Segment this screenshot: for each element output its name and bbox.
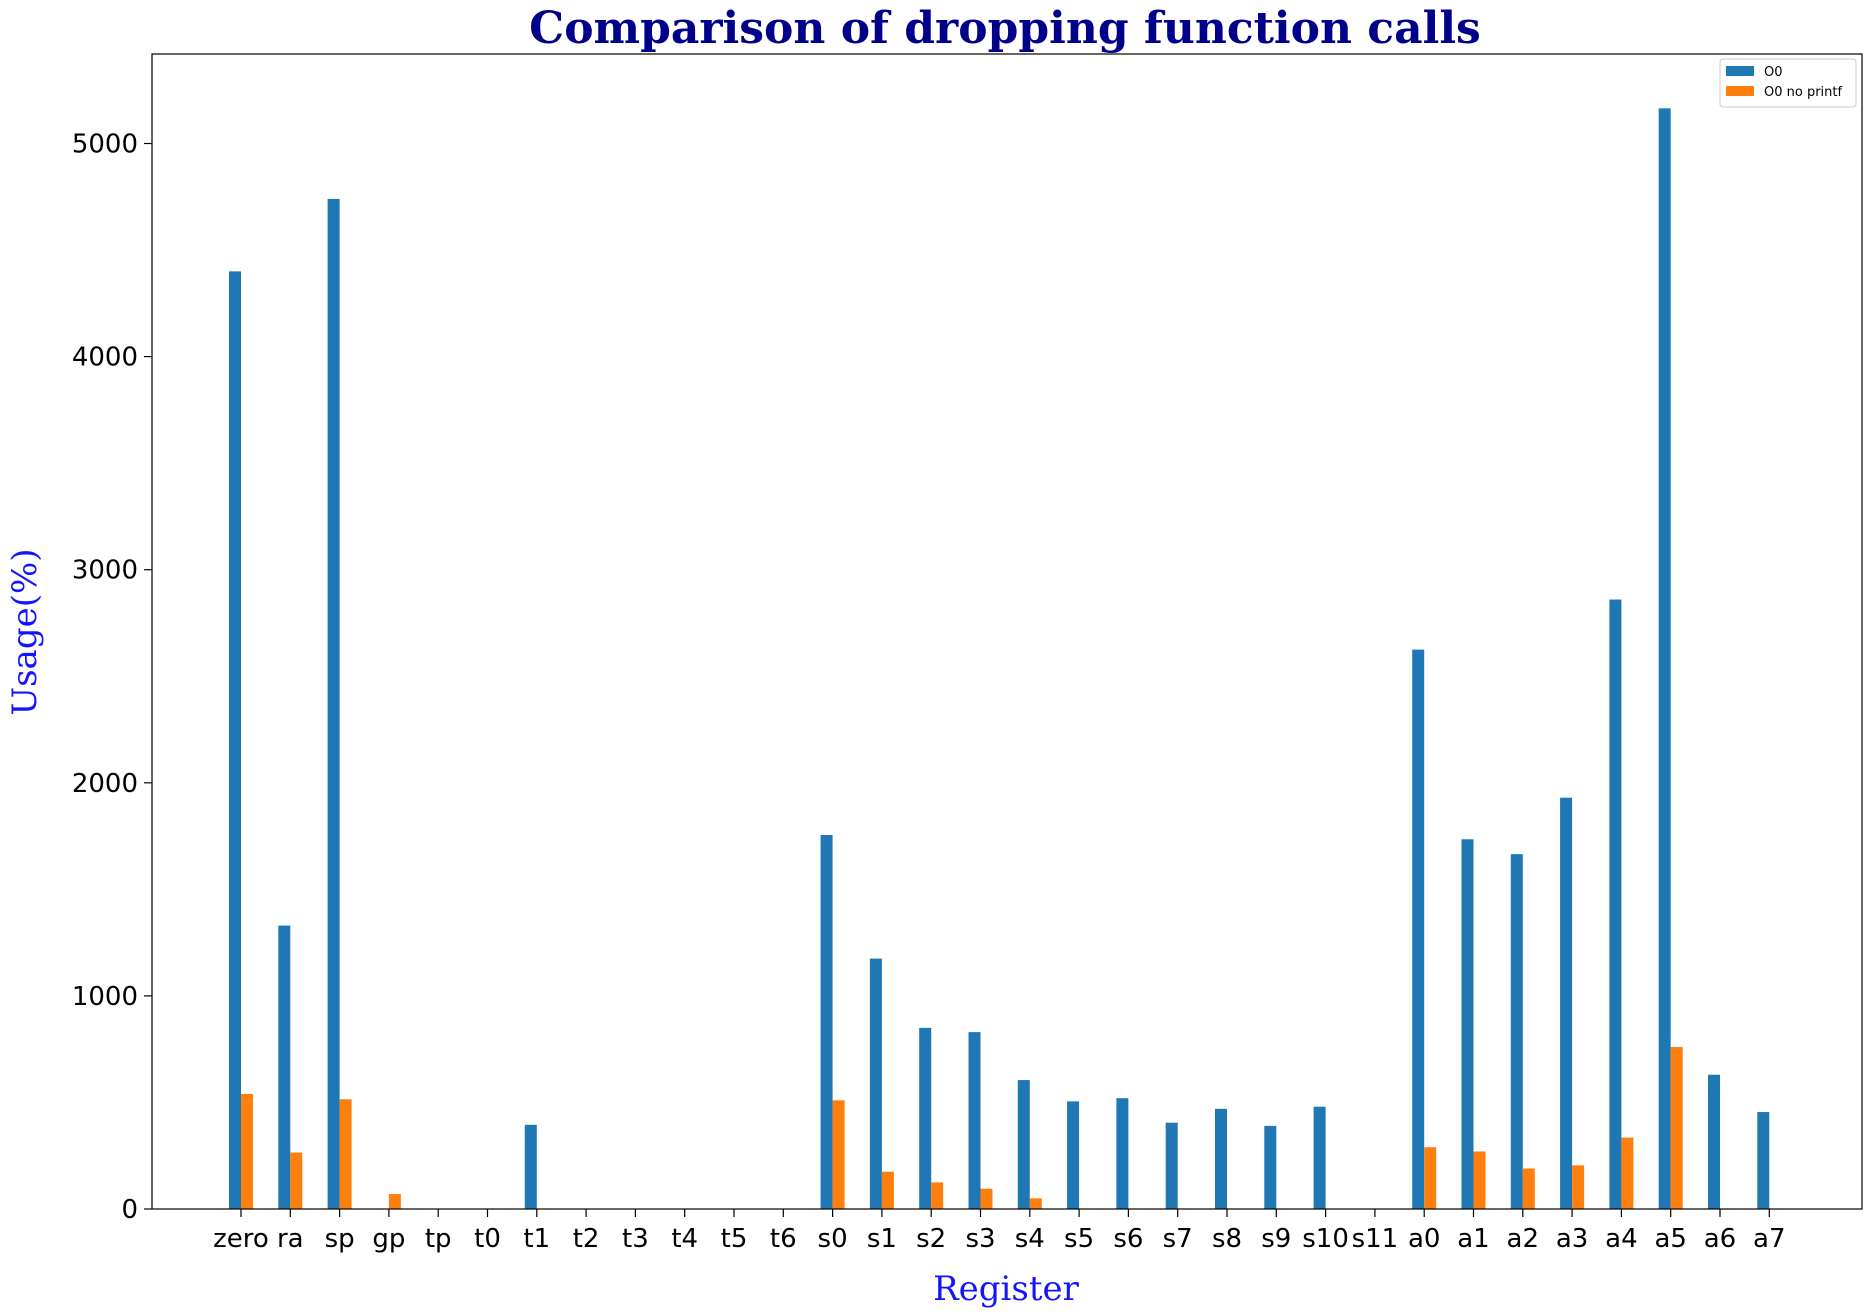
x-tick-label: a0	[1408, 1224, 1440, 1254]
x-tick-label: t3	[622, 1224, 649, 1254]
x-tick-label: t6	[770, 1224, 797, 1254]
bar-o0-s0	[820, 835, 833, 1209]
bar-o0-no-printf-a1	[1473, 1151, 1486, 1209]
bar-o0-a7	[1757, 1112, 1770, 1209]
x-tick-label: a3	[1556, 1224, 1588, 1254]
bar-o0-no-printf-a0	[1424, 1147, 1437, 1209]
legend-label-o0: O0	[1764, 65, 1783, 80]
y-tick-label: 4000	[72, 343, 138, 373]
x-tick-label: s6	[1113, 1224, 1143, 1254]
x-tick-label: s11	[1352, 1224, 1399, 1254]
x-tick-label: a5	[1654, 1224, 1686, 1254]
bar-o0-no-printf-s3	[980, 1188, 993, 1209]
x-tick-label: a6	[1704, 1224, 1736, 1254]
x-tick-label: t0	[474, 1224, 501, 1254]
bar-o0-no-printf-s4	[1029, 1198, 1042, 1209]
x-tick-label: s0	[818, 1224, 848, 1254]
bar-o0-ra	[278, 925, 291, 1209]
bar-o0-s5	[1067, 1101, 1080, 1209]
bar-o0-s6	[1116, 1098, 1129, 1209]
x-tick-label: t2	[573, 1224, 600, 1254]
bar-o0-s7	[1165, 1122, 1178, 1209]
x-tick-label: s7	[1163, 1224, 1193, 1254]
x-tick-label: sp	[325, 1224, 355, 1254]
x-tick-label: ra	[277, 1224, 304, 1254]
bar-o0-no-printf-s2	[931, 1182, 944, 1209]
bar-o0-s8	[1215, 1108, 1227, 1209]
x-tick-label: a2	[1507, 1224, 1539, 1254]
bar-o0-no-printf-s0	[832, 1100, 845, 1209]
chart-title: Comparison of dropping function calls	[529, 3, 1481, 54]
x-tick-label: s9	[1261, 1224, 1291, 1254]
x-tick-label: a4	[1605, 1224, 1637, 1254]
bar-o0-sp	[327, 198, 340, 1210]
bar-o0-s2	[919, 1027, 932, 1209]
bar-o0-no-printf-gp	[388, 1194, 401, 1209]
bar-o0-a3	[1560, 797, 1573, 1209]
x-tick-label: s8	[1212, 1224, 1242, 1254]
bar-o0-t1	[524, 1124, 537, 1209]
bar-o0-a1	[1461, 839, 1474, 1209]
bar-o0-no-printf-a5	[1670, 1047, 1683, 1209]
bar-o0-no-printf-sp	[339, 1099, 352, 1209]
x-tick-label: t5	[721, 1224, 748, 1254]
x-tick-label: a7	[1753, 1224, 1785, 1254]
legend-swatch-o0	[1726, 66, 1754, 76]
y-tick-label: 3000	[72, 556, 138, 586]
plot-frame	[151, 53, 1863, 1210]
bar-o0-a6	[1708, 1074, 1720, 1209]
bars-group	[229, 108, 1770, 1210]
x-tick-label: t4	[671, 1224, 698, 1254]
legend-swatch-o0-no-printf	[1726, 86, 1754, 96]
x-tick-label: zero	[213, 1224, 269, 1254]
legend-label-o0-no-printf: O0 no printf	[1764, 85, 1843, 100]
axes-group: 0 1000 2000 3000 4000 5000 zero ra sp gp tp t0 t1 t2 t…	[72, 53, 1863, 1254]
bar-o0-s1	[869, 958, 882, 1209]
bar-o0-no-printf-a4	[1621, 1137, 1634, 1209]
bar-o0-no-printf-s1	[881, 1171, 894, 1209]
x-axis-label: Register	[933, 1269, 1080, 1309]
y-axis-label: Usage(%)	[5, 548, 45, 715]
bar-o0-s9	[1264, 1125, 1277, 1209]
x-tick-label: t1	[523, 1224, 550, 1254]
x-tick-label: s2	[916, 1224, 946, 1254]
bar-o0-no-printf-a3	[1572, 1165, 1585, 1209]
bar-o0-a4	[1609, 599, 1622, 1209]
y-tick-label: 0	[121, 1195, 138, 1225]
bar-o0-a2	[1510, 854, 1523, 1209]
bar-o0-zero	[229, 271, 241, 1209]
bar-o0-a0	[1412, 649, 1425, 1209]
x-tick-label: tp	[425, 1224, 452, 1254]
bar-o0-no-printf-zero	[241, 1093, 253, 1209]
x-tick-label: s3	[965, 1224, 995, 1254]
x-tick-label: gp	[372, 1224, 405, 1254]
x-tick-label: s5	[1064, 1224, 1094, 1254]
x-tick-label: a1	[1457, 1224, 1489, 1254]
x-tick-label: s10	[1302, 1224, 1349, 1254]
bar-o0-a5	[1658, 108, 1671, 1209]
y-tick-label: 1000	[72, 982, 138, 1012]
x-tick-label: s4	[1015, 1224, 1045, 1254]
bar-o0-s10	[1313, 1106, 1326, 1209]
legend: O0 O0 no printf	[1719, 58, 1857, 108]
bar-o0-s4	[1017, 1080, 1030, 1209]
bar-o0-no-printf-ra	[290, 1152, 303, 1209]
y-tick-label: 2000	[72, 769, 138, 799]
bar-o0-no-printf-a2	[1522, 1168, 1535, 1209]
y-tick-label: 5000	[72, 130, 138, 160]
bar-o0-s3	[968, 1032, 981, 1209]
x-tick-label: s1	[867, 1224, 897, 1254]
